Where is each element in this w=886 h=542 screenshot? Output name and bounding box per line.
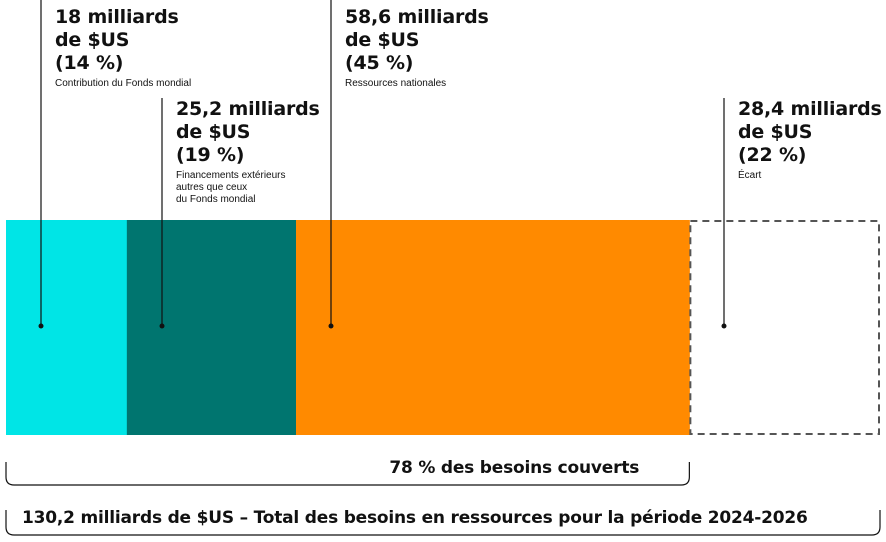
annotation-value: 18 milliards de $US (14 %)	[55, 6, 179, 74]
leader-dot	[328, 323, 334, 329]
annotation-value: 58,6 milliards de $US (45 %)	[345, 6, 489, 74]
leader-dot	[38, 323, 44, 329]
leader-dot	[159, 323, 165, 329]
total-bracket	[5, 510, 881, 536]
leader-dot	[721, 323, 727, 329]
annotation-label: Financements extérieurs autres que ceux …	[176, 170, 286, 205]
segment-domestic	[295, 220, 690, 435]
annotation-value: 25,2 milliards de $US (19 %)	[176, 98, 320, 166]
covered-bracket-label: 78 % des besoins couverts	[389, 458, 640, 478]
annotation-label: Ressources nationales	[345, 78, 447, 89]
annotation-other-external: 25,2 milliards de $US (19 %) Financement…	[176, 98, 326, 206]
annotation-gap: 28,4 milliards de $US (22 %) Écart	[738, 98, 886, 182]
segment-gap	[689, 220, 880, 435]
covered-bracket	[5, 462, 690, 486]
annotation-label: Contribution du Fonds mondial	[55, 78, 192, 89]
annotation-label: Écart	[738, 170, 762, 181]
segment-other-external	[126, 220, 297, 435]
segment-global-fund	[6, 220, 128, 435]
annotation-value: 28,4 milliards de $US (22 %)	[738, 98, 882, 166]
annotation-domestic: 58,6 milliards de $US (45 %) Ressources …	[345, 6, 495, 90]
total-bracket-label: 130,2 milliards de $US – Total des besoi…	[22, 508, 808, 528]
annotation-global-fund: 18 milliards de $US (14 %) Contribution …	[55, 6, 205, 90]
